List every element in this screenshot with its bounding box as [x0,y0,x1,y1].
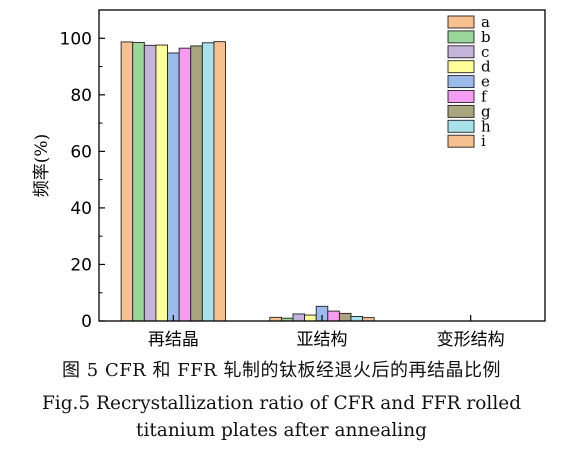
x-tick-label: 再结晶 [148,330,199,350]
figure-caption-english-line1: Fig.5 Recrystallization ratio of CFR and… [41,393,522,414]
legend-swatch-i [447,134,475,148]
legend-label-h: h [481,117,491,135]
y-axis: 0 20 40 60 80 100 [60,29,105,332]
bar-g-0 [190,45,203,322]
bar-f-0 [178,47,192,322]
bar-i-0 [213,41,226,322]
bars-layer [120,41,375,322]
legend-swatch-e [447,75,475,89]
legend-label-g: g [481,102,491,120]
legend-swatch-f [447,90,475,103]
x-axis: 再结晶 亚结构 变形结构 [148,315,505,350]
bar-d-1 [304,314,317,322]
bar-d-0 [155,44,168,322]
bar-g-1 [338,312,352,322]
bar-c-1 [292,313,306,322]
legend-label-i: i [481,132,486,150]
legend-label-f: f [481,88,488,106]
legend-swatch-d [447,60,475,74]
bar-b-0 [132,42,145,322]
figure-caption-chinese: 图 5 CFR 和 FFR 轧制的钛板经退火后的再结晶比例 [62,360,501,381]
y-tick-label: 40 [70,199,92,219]
bar-h-0 [201,42,215,322]
legend-swatch-h [447,119,475,133]
bar-c-0 [143,44,157,322]
legend-swatch-a [447,15,475,29]
legend-label-c: c [481,43,489,61]
bar-f-1 [327,310,340,322]
legend-swatch-b [447,30,475,44]
y-tick-label: 60 [70,142,92,162]
y-tick-label: 100 [60,29,92,49]
y-tick-label: 0 [81,312,92,332]
legend-swatch-c [447,45,475,59]
figure-caption-english-line2: titanium plates after annealing [136,420,427,441]
bar-h-1 [350,316,364,322]
y-axis-label: 频率(%) [32,134,52,197]
legend-swatch-g [447,104,475,118]
legend-label-d: d [481,58,491,76]
bar-e-0 [167,52,180,322]
y-tick-label: 80 [70,86,92,106]
x-tick-label: 亚结构 [297,330,348,350]
legend-label-a: a [481,13,490,31]
bar-a-0 [120,41,134,322]
x-tick-label: 变形结构 [437,330,505,350]
legend-label-b: b [481,28,491,46]
y-tick-label: 20 [70,255,92,275]
legend-label-e: e [481,73,490,91]
